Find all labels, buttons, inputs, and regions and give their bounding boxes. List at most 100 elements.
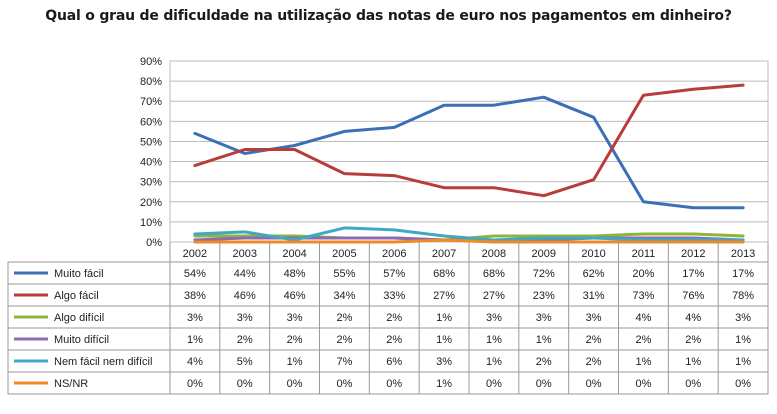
data-label-1-2013: 78%	[732, 290, 754, 302]
legend-label-5: NS/NR	[54, 378, 88, 390]
chart-title: Qual o grau de dificuldade na utilização…	[45, 8, 732, 24]
data-label-1-2005: 34%	[333, 290, 355, 302]
data-label-3-2004: 2%	[287, 334, 303, 346]
data-label-2-2005: 2%	[336, 312, 352, 324]
legend-label-2: Algo difícil	[54, 312, 104, 324]
data-label-5-2011: 0%	[635, 378, 651, 390]
data-label-0-2010: 62%	[583, 268, 605, 280]
data-label-3-2013: 1%	[735, 334, 751, 346]
data-label-2-2008: 3%	[486, 312, 502, 324]
data-label-3-2007: 1%	[436, 334, 452, 346]
x-tick-label-2006: 2006	[382, 248, 406, 260]
data-label-2-2011: 4%	[635, 312, 651, 324]
data-label-1-2003: 46%	[234, 290, 256, 302]
x-tick-label-2010: 2010	[581, 248, 605, 260]
data-label-0-2012: 17%	[682, 268, 704, 280]
data-label-1-2009: 23%	[533, 290, 555, 302]
data-label-0-2003: 44%	[234, 268, 256, 280]
x-tick-label-2009: 2009	[532, 248, 556, 260]
data-label-2-2003: 3%	[237, 312, 253, 324]
data-label-3-2010: 2%	[586, 334, 602, 346]
data-label-1-2008: 27%	[483, 290, 505, 302]
x-tick-label-2013: 2013	[731, 248, 755, 260]
data-label-5-2005: 0%	[336, 378, 352, 390]
data-label-0-2005: 55%	[333, 268, 355, 280]
y-tick-label-0pct: 0%	[146, 237, 162, 249]
data-label-3-2003: 2%	[237, 334, 253, 346]
data-label-3-2009: 1%	[536, 334, 552, 346]
data-label-3-2012: 2%	[685, 334, 701, 346]
data-label-5-2013: 0%	[735, 378, 751, 390]
data-label-1-2002: 38%	[184, 290, 206, 302]
data-label-5-2006: 0%	[386, 378, 402, 390]
data-label-2-2013: 3%	[735, 312, 751, 324]
data-label-4-2009: 2%	[536, 356, 552, 368]
x-tick-label-2012: 2012	[681, 248, 705, 260]
legend-label-3: Muito difícil	[54, 334, 109, 346]
data-label-3-2002: 1%	[187, 334, 203, 346]
data-label-0-2013: 17%	[732, 268, 754, 280]
y-tick-label-40pct: 40%	[140, 157, 162, 169]
data-label-0-2004: 48%	[284, 268, 306, 280]
data-label-1-2007: 27%	[433, 290, 455, 302]
data-label-2-2007: 1%	[436, 312, 452, 324]
data-label-0-2011: 20%	[632, 268, 654, 280]
x-tick-label-2011: 2011	[632, 248, 656, 260]
data-label-5-2002: 0%	[187, 378, 203, 390]
data-label-1-2012: 76%	[682, 290, 704, 302]
data-label-2-2009: 3%	[536, 312, 552, 324]
legend-label-4: Nem fácil nem difícil	[54, 356, 152, 368]
x-tick-label-2005: 2005	[332, 248, 356, 260]
y-tick-label-90pct: 90%	[140, 56, 162, 68]
data-label-1-2010: 31%	[583, 290, 605, 302]
data-label-0-2007: 68%	[433, 268, 455, 280]
data-label-5-2003: 0%	[237, 378, 253, 390]
data-label-5-2012: 0%	[685, 378, 701, 390]
data-label-4-2010: 2%	[586, 356, 602, 368]
x-tick-label-2008: 2008	[482, 248, 506, 260]
data-label-5-2009: 0%	[536, 378, 552, 390]
data-label-2-2002: 3%	[187, 312, 203, 324]
y-tick-label-20pct: 20%	[140, 197, 162, 209]
x-tick-label-2004: 2004	[282, 248, 306, 260]
data-label-4-2007: 3%	[436, 356, 452, 368]
data-label-1-2011: 73%	[632, 290, 654, 302]
data-label-2-2012: 4%	[685, 312, 701, 324]
data-label-2-2004: 3%	[287, 312, 303, 324]
data-label-3-2006: 2%	[386, 334, 402, 346]
data-label-4-2012: 1%	[685, 356, 701, 368]
series-line-0	[193, 95, 745, 210]
data-label-3-2005: 2%	[336, 334, 352, 346]
y-tick-label-50pct: 50%	[140, 136, 162, 148]
data-label-0-2002: 54%	[184, 268, 206, 280]
y-tick-label-60pct: 60%	[140, 116, 162, 128]
data-label-4-2004: 1%	[287, 356, 303, 368]
x-tick-label-2002: 2002	[183, 248, 207, 260]
data-label-0-2006: 57%	[383, 268, 405, 280]
data-label-4-2013: 1%	[735, 356, 751, 368]
x-tick-label-2003: 2003	[233, 248, 257, 260]
data-label-4-2008: 1%	[486, 356, 502, 368]
data-label-3-2008: 1%	[486, 334, 502, 346]
legend-label-0: Muito fácil	[54, 268, 104, 280]
legend-label-1: Algo fácil	[54, 290, 99, 302]
data-label-2-2010: 3%	[586, 312, 602, 324]
data-label-1-2004: 46%	[284, 290, 306, 302]
data-label-0-2008: 68%	[483, 268, 505, 280]
y-tick-label-30pct: 30%	[140, 177, 162, 189]
data-label-4-2006: 6%	[386, 356, 402, 368]
data-label-5-2008: 0%	[486, 378, 502, 390]
data-label-4-2011: 1%	[635, 356, 651, 368]
y-tick-label-10pct: 10%	[140, 217, 162, 229]
data-label-4-2002: 4%	[187, 356, 203, 368]
y-tick-label-70pct: 70%	[140, 96, 162, 108]
series-line-5	[193, 238, 745, 244]
data-label-4-2003: 5%	[237, 356, 253, 368]
data-label-0-2009: 72%	[533, 268, 555, 280]
data-label-2-2006: 2%	[386, 312, 402, 324]
series-line-4	[193, 226, 745, 242]
y-tick-label-80pct: 80%	[140, 76, 162, 88]
data-label-1-2006: 33%	[383, 290, 405, 302]
data-label-4-2005: 7%	[336, 356, 352, 368]
